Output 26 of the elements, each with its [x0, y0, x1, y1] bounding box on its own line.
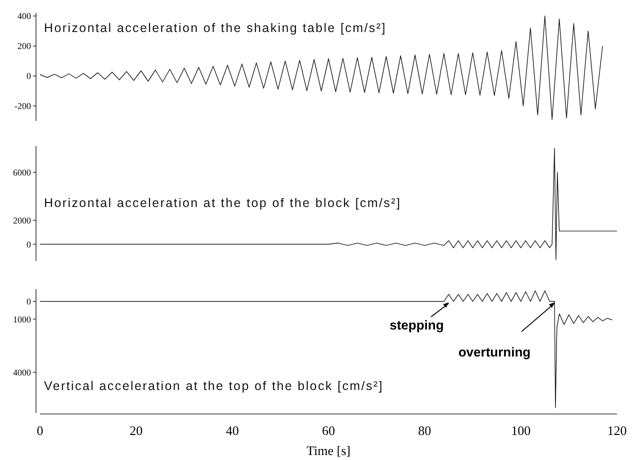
line-series	[40, 290, 613, 408]
x-tick-label: 0	[36, 423, 44, 438]
x-tick-label: 40	[226, 423, 239, 438]
y-tick-label: 200	[18, 41, 32, 52]
annotation: stepping	[390, 317, 444, 332]
x-axis-title: Time [s]	[306, 443, 350, 458]
x-tick-label: 80	[418, 423, 432, 438]
y-tick-label: 6000	[13, 168, 32, 178]
text: Horizontal acceleration of the shaking table [cm/s²]	[44, 21, 386, 35]
y-tick-label: 0	[26, 71, 32, 82]
line-series	[40, 16, 603, 120]
x-tick-label: 60	[322, 423, 335, 438]
y-tick-label: 0	[26, 239, 32, 250]
x-tick-label: 20	[130, 423, 143, 438]
x-tick-label: 120	[607, 423, 627, 438]
annotation: overturning	[458, 344, 531, 360]
y-tick-label: 400	[18, 11, 32, 22]
y-tick-label: -200	[14, 101, 32, 112]
x-tick-label: 100	[511, 423, 531, 438]
text: Vertical acceleration at the top of the block [cm/s²]	[44, 379, 384, 393]
y-tick-label: 0	[26, 296, 32, 307]
y-tick-label: 1000	[13, 314, 32, 324]
line-series	[40, 148, 618, 260]
text: Horizontal acceleration at the top of the block [cm/s²]	[44, 196, 402, 210]
y-tick-label: 4000	[13, 367, 32, 378]
y-tick-label: 2000	[13, 215, 32, 226]
